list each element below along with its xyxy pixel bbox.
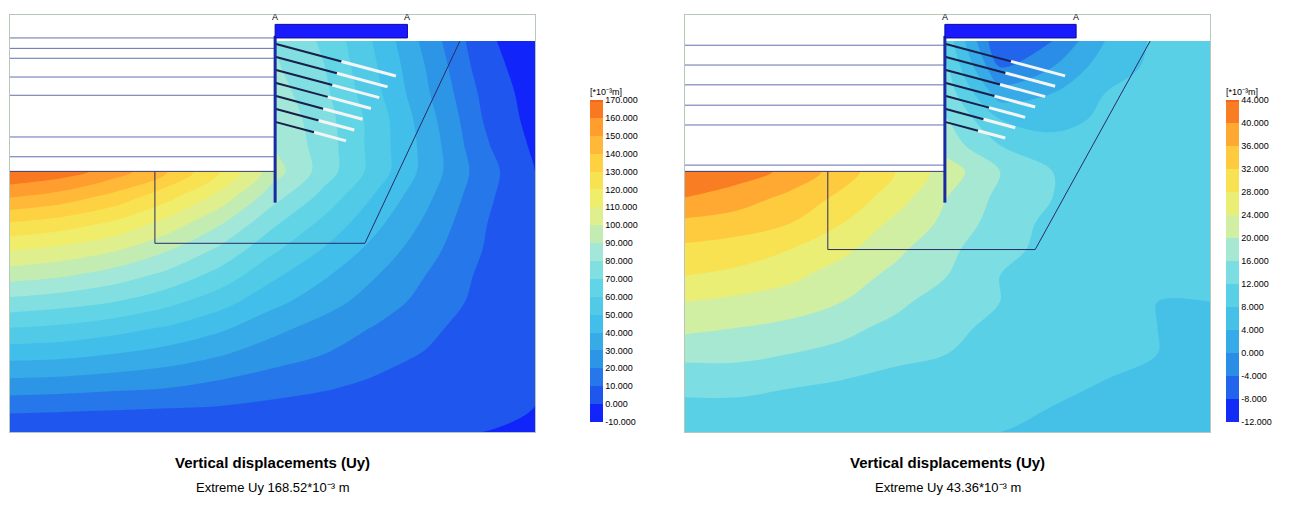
svg-text:100.000: 100.000 [605, 220, 638, 230]
svg-text:-12.000: -12.000 [1241, 417, 1272, 427]
svg-text:120.000: 120.000 [605, 185, 638, 195]
svg-text:20.000: 20.000 [1241, 233, 1269, 243]
svg-text:40.000: 40.000 [605, 328, 633, 338]
svg-text:12.000: 12.000 [1241, 279, 1269, 289]
svg-text:Extreme Uy 168.52*10⁻³ m: Extreme Uy 168.52*10⁻³ m [196, 480, 350, 495]
svg-text:24.000: 24.000 [1241, 210, 1269, 220]
svg-text:170.000: 170.000 [605, 95, 638, 105]
svg-text:40.000: 40.000 [1241, 118, 1269, 128]
svg-text:44.000: 44.000 [1241, 95, 1269, 105]
svg-text:10.000: 10.000 [605, 381, 633, 391]
svg-text:0.000: 0.000 [1241, 348, 1264, 358]
svg-text:A: A [1073, 12, 1079, 22]
svg-text:20.000: 20.000 [605, 363, 633, 373]
svg-text:28.000: 28.000 [1241, 187, 1269, 197]
svg-text:-4.000: -4.000 [1241, 371, 1267, 381]
svg-text:4.000: 4.000 [1241, 325, 1264, 335]
svg-text:70.000: 70.000 [605, 274, 633, 284]
svg-text:110.000: 110.000 [605, 202, 637, 212]
svg-text:30.000: 30.000 [605, 346, 633, 356]
svg-text:8.000: 8.000 [1241, 302, 1264, 312]
svg-text:0.000: 0.000 [605, 399, 628, 409]
svg-text:A: A [272, 12, 278, 22]
svg-text:Vertical displacements (Uy): Vertical displacements (Uy) [175, 454, 370, 471]
svg-text:130.000: 130.000 [605, 167, 638, 177]
svg-text:50.000: 50.000 [605, 310, 633, 320]
svg-text:[*10⁻³m]: [*10⁻³m] [590, 87, 622, 97]
svg-text:Vertical displacements (Uy): Vertical displacements (Uy) [850, 454, 1045, 471]
svg-text:90.000: 90.000 [605, 238, 633, 248]
svg-text:80.000: 80.000 [605, 256, 633, 266]
svg-text:16.000: 16.000 [1241, 256, 1269, 266]
svg-text:160.000: 160.000 [605, 113, 638, 123]
svg-text:36.000: 36.000 [1241, 141, 1269, 151]
svg-text:[*10⁻³m]: [*10⁻³m] [1226, 87, 1258, 97]
svg-text:Extreme Uy 43.36*10⁻³ m: Extreme Uy 43.36*10⁻³ m [875, 480, 1021, 495]
svg-text:150.000: 150.000 [605, 131, 638, 141]
svg-text:A: A [404, 12, 410, 22]
svg-text:140.000: 140.000 [605, 149, 638, 159]
svg-text:60.000: 60.000 [605, 292, 633, 302]
svg-text:32.000: 32.000 [1241, 164, 1269, 174]
svg-text:A: A [942, 12, 948, 22]
svg-text:-10.000: -10.000 [605, 417, 636, 427]
svg-text:-8.000: -8.000 [1241, 394, 1267, 404]
